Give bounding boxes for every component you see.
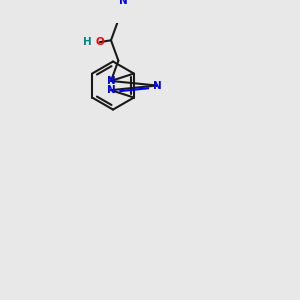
Text: N: N bbox=[106, 85, 116, 95]
Text: O: O bbox=[95, 37, 104, 47]
Text: N: N bbox=[106, 76, 116, 86]
Text: N: N bbox=[118, 0, 127, 7]
Text: N: N bbox=[153, 80, 161, 91]
Text: H: H bbox=[83, 37, 92, 47]
